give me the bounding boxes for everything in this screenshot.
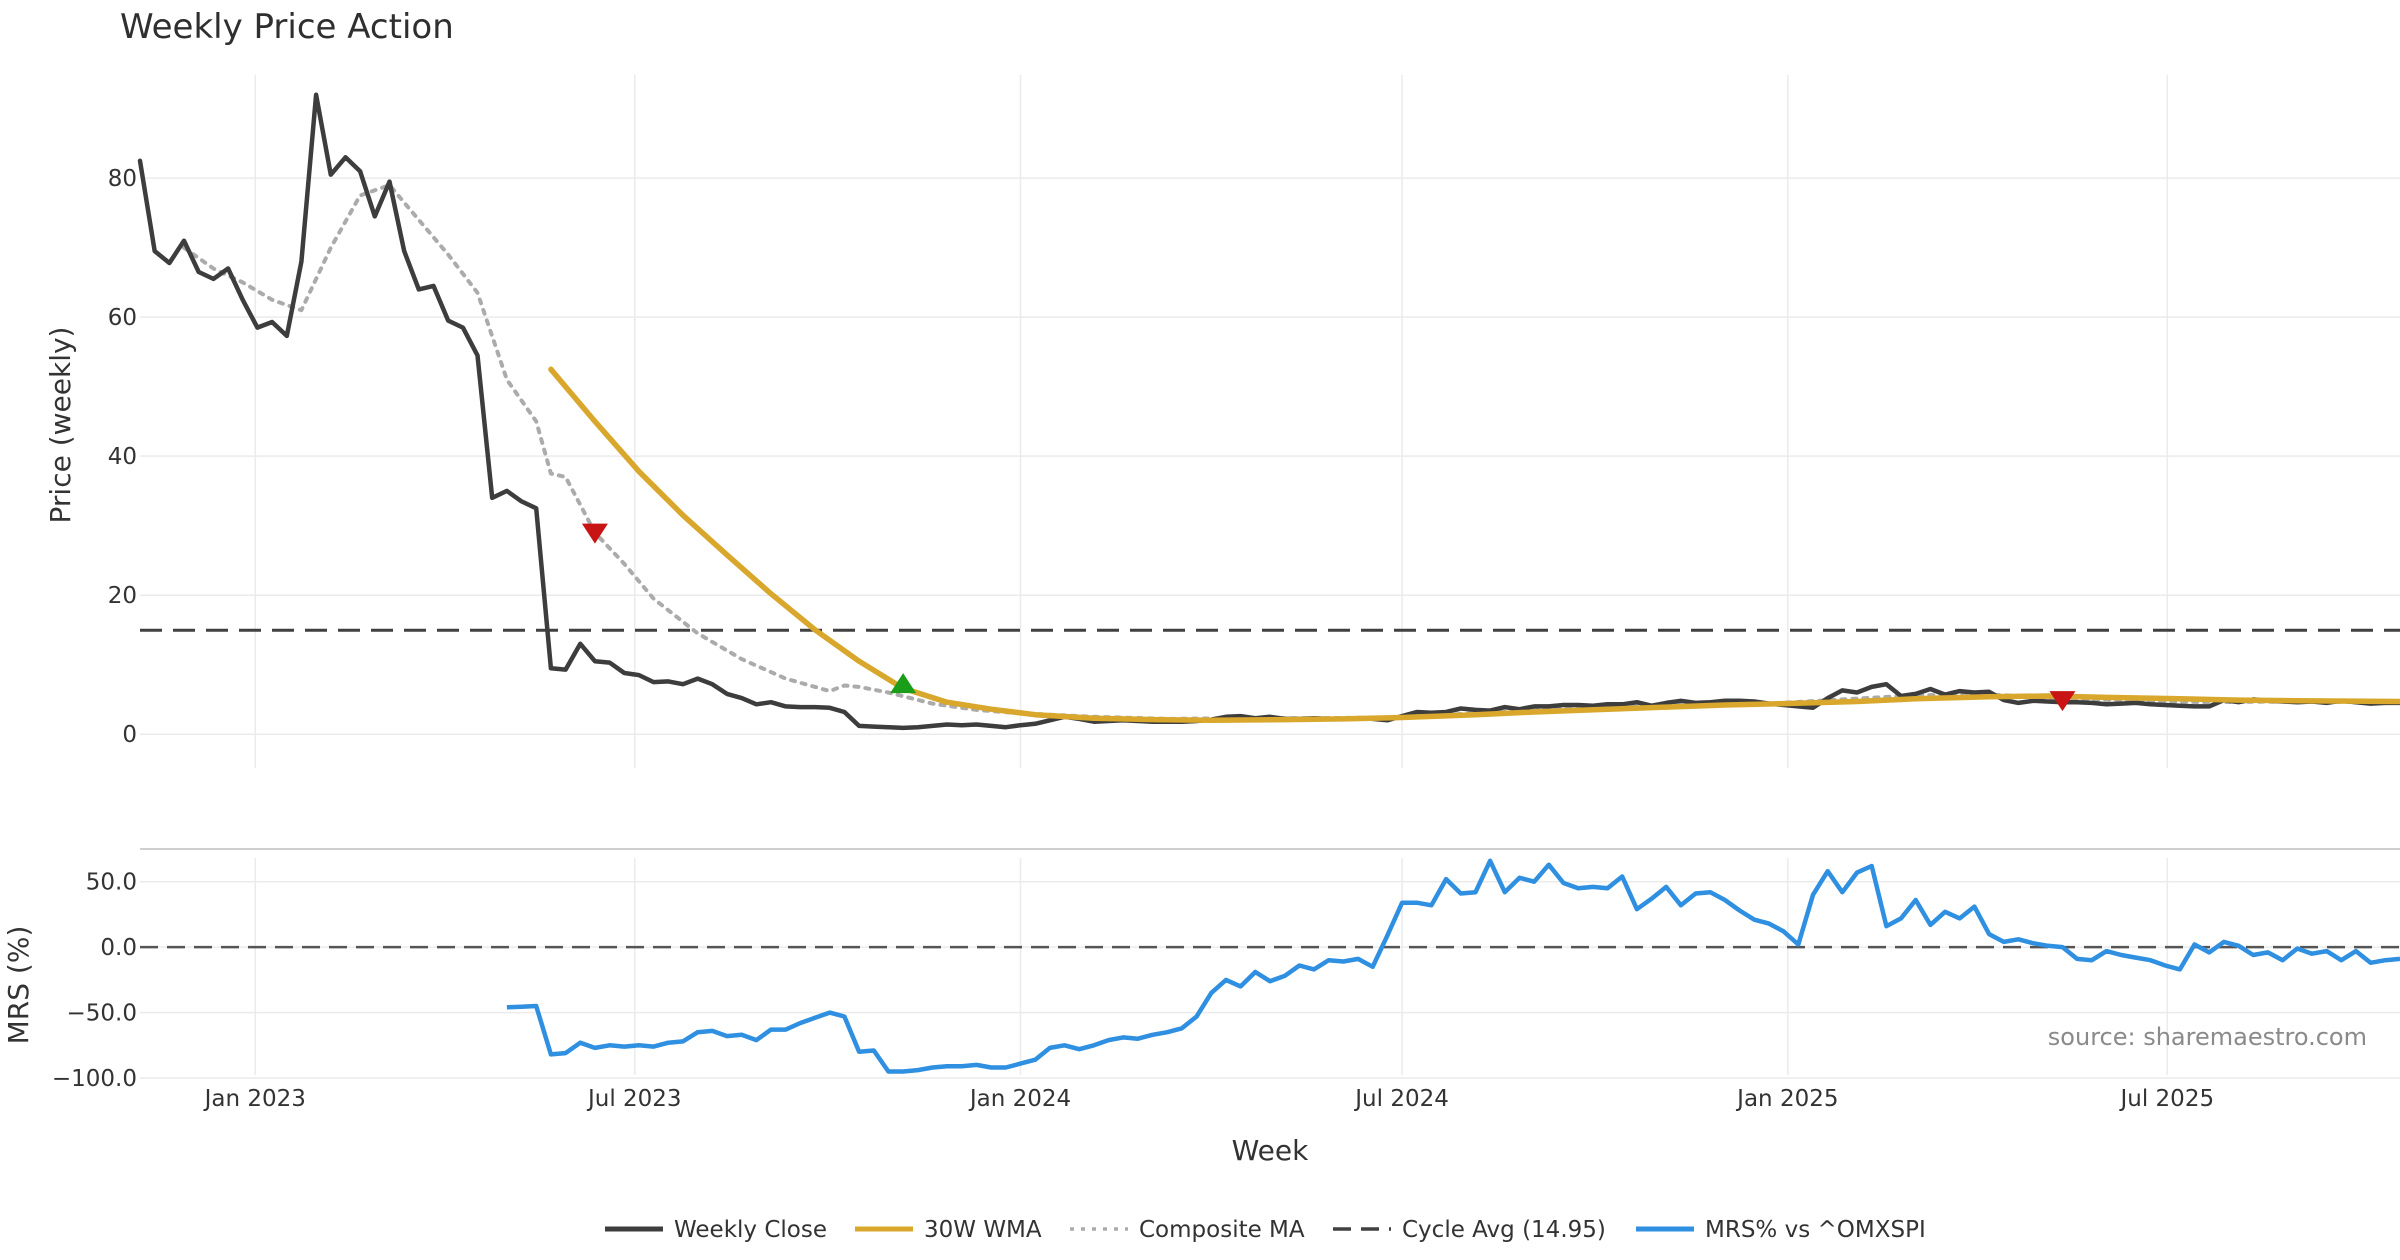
price-y-tick-label: 20 (108, 583, 137, 609)
chart-title: Weekly Price Action (120, 7, 454, 47)
legend-item: MRS% vs ^OMXSPI (1636, 1217, 1926, 1243)
buy-signal-marker (890, 673, 917, 694)
price-axis-title: Price (weekly) (44, 327, 77, 524)
x-tick-label: Jan 2025 (1735, 1086, 1838, 1112)
mrs-y-tick-label: −50.0 (67, 1001, 137, 1027)
legend-label: Cycle Avg (14.95) (1402, 1217, 1606, 1243)
mrs-y-tick-label: 0.0 (100, 935, 137, 961)
legend-label: Composite MA (1139, 1217, 1305, 1243)
chart-legend: Weekly Close 30W WMA Composite MA Cycle Avg… (605, 1217, 1926, 1243)
grid-layer (140, 75, 2400, 1079)
legend-item: Composite MA (1070, 1217, 1305, 1243)
price-series-layer (137, 92, 2400, 731)
mrs-axis-title: MRS (%) (2, 926, 35, 1045)
sell-signal-marker (2049, 691, 2076, 712)
legend-item: Weekly Close (605, 1217, 827, 1243)
legend-label: 30W WMA (924, 1217, 1042, 1243)
mrs-y-tick-label: −100.0 (52, 1066, 137, 1092)
close-series-line (137, 92, 2400, 731)
mrs-series-layer (506, 858, 2400, 1074)
x-axis-title: Week (1232, 1134, 1309, 1167)
x-tick-label: Jan 2023 (203, 1086, 306, 1112)
legend-item: Cycle Avg (14.95) (1333, 1217, 1606, 1243)
x-tick-label: Jul 2024 (1353, 1086, 1449, 1112)
legend-label: Weekly Close (674, 1217, 827, 1243)
sell-signal-marker (581, 523, 608, 544)
source-label: source: sharemaestro.com (2048, 1023, 2367, 1051)
legend-item: 30W WMA (855, 1217, 1042, 1243)
x-tick-label: Jul 2025 (2118, 1086, 2214, 1112)
price-y-tick-label: 40 (108, 444, 137, 470)
signal-marker-layer (581, 523, 2076, 712)
tick-label-layer: Jan 2023 Jul 2023 Jan 2024 Jul 2024 Jan 2025… (52, 166, 2214, 1112)
mrs-series-line (506, 858, 2400, 1074)
price-y-tick-label: 80 (108, 166, 137, 192)
x-tick-label: Jan 2024 (968, 1086, 1071, 1112)
price-y-tick-label: 60 (108, 305, 137, 331)
price-y-tick-label: 0 (122, 722, 137, 748)
wma-series-line (548, 366, 2400, 724)
mrs-y-tick-label: 50.0 (86, 870, 137, 896)
x-tick-label: Jul 2023 (586, 1086, 682, 1112)
legend-label: MRS% vs ^OMXSPI (1705, 1217, 1926, 1243)
